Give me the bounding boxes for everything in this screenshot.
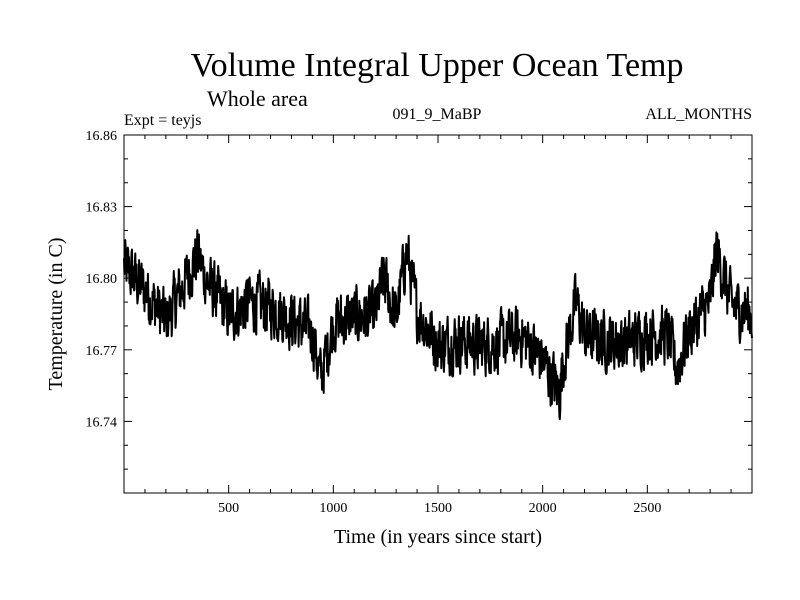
x-axis-label: Time (in years since start) — [334, 526, 542, 548]
y-tick-label: 16.86 — [86, 129, 118, 144]
y-tick-label: 16.74 — [86, 415, 118, 430]
y-axis-label: Temperature (in C) — [45, 238, 67, 391]
series-line — [123, 229, 753, 421]
x-tick-label: 2000 — [529, 501, 557, 516]
run-label: 091_9_MaBP — [393, 106, 482, 123]
y-tick-label: 16.77 — [86, 344, 118, 359]
x-tick-label: 2500 — [633, 501, 661, 516]
y-tick-label: 16.80 — [86, 272, 118, 287]
x-tick-label: 1000 — [319, 501, 347, 516]
axes: 500 1000 1500 2000 2500 16.74 16.77 16.80 16.83 1… — [86, 129, 752, 516]
experiment-label: Expt = teyjs — [124, 112, 201, 129]
chart-title: Volume Integral Upper Ocean Temp — [191, 47, 684, 84]
months-label: ALL_MONTHS — [645, 106, 752, 123]
x-tick-label: 500 — [218, 501, 239, 516]
plot-frame — [123, 134, 753, 494]
chart-subtitle: Whole area — [207, 86, 308, 111]
x-tick-label: 1500 — [424, 501, 452, 516]
y-tick-label: 16.83 — [86, 201, 118, 216]
